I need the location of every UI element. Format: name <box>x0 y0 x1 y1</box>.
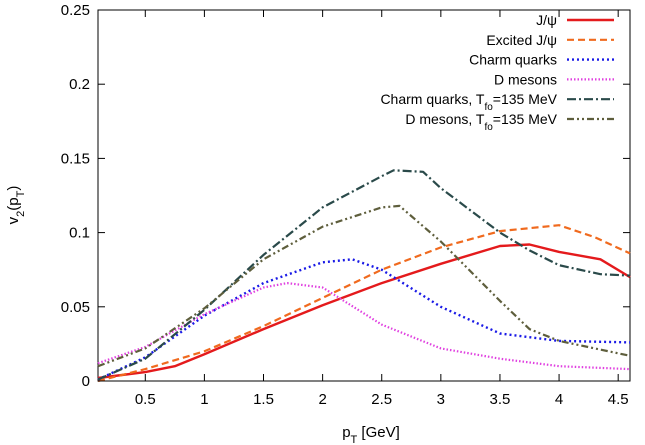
y-tick-label: 0 <box>82 373 90 390</box>
x-tick-label: 1 <box>200 391 208 408</box>
plot-frame-group <box>97 9 631 382</box>
y-axis-label: v2(pT) <box>5 186 27 225</box>
y-tick-label: 0.25 <box>61 2 90 19</box>
x-tick-label: 2.5 <box>371 391 392 408</box>
x-tick-label: 3.5 <box>490 391 511 408</box>
legend-label-3: Charm quarks <box>469 52 557 68</box>
legend-label-5: Charm quarks, Tfo=135 MeV <box>380 91 557 113</box>
series-line-2 <box>97 224 631 383</box>
legend-label-1: J/ψ <box>536 12 557 28</box>
x-axis-label: pT [GeV] <box>342 424 400 445</box>
x-tick-label: 2 <box>318 391 326 408</box>
x-tick-group: 0.5 1 1.5 2 2.5 3 3.5 4 4.5 <box>135 10 629 408</box>
series-line-1 <box>97 243 631 380</box>
series-group <box>97 169 631 383</box>
legend: J/ψ Excited J/ψ Charm quarks D mesons Charm … <box>380 12 614 133</box>
x-tick-label: 3 <box>437 391 445 408</box>
plot-frame <box>97 9 631 382</box>
y-tick-group: 0 0.05 0.1 0.15 0.2 0.25 <box>61 2 630 390</box>
y-tick-label: 0.2 <box>69 76 90 93</box>
legend-label-6: D mesons, Tfo=135 MeV <box>405 111 557 133</box>
series-line-6 <box>97 204 631 368</box>
x-tick-label: 0.5 <box>135 391 156 408</box>
x-tick-label: 4 <box>555 391 563 408</box>
series-line-3 <box>97 258 631 381</box>
y-tick-label: 0.1 <box>69 225 90 242</box>
y-tick-label: 0.15 <box>61 150 90 167</box>
legend-label-2: Excited J/ψ <box>486 32 557 48</box>
series-line-4 <box>97 282 631 371</box>
series-line-5 <box>97 169 631 381</box>
x-tick-label: 1.5 <box>253 391 274 408</box>
y-tick-label: 0.05 <box>61 299 90 316</box>
legend-label-4: D mesons <box>494 71 557 87</box>
x-tick-label: 4.5 <box>608 391 629 408</box>
